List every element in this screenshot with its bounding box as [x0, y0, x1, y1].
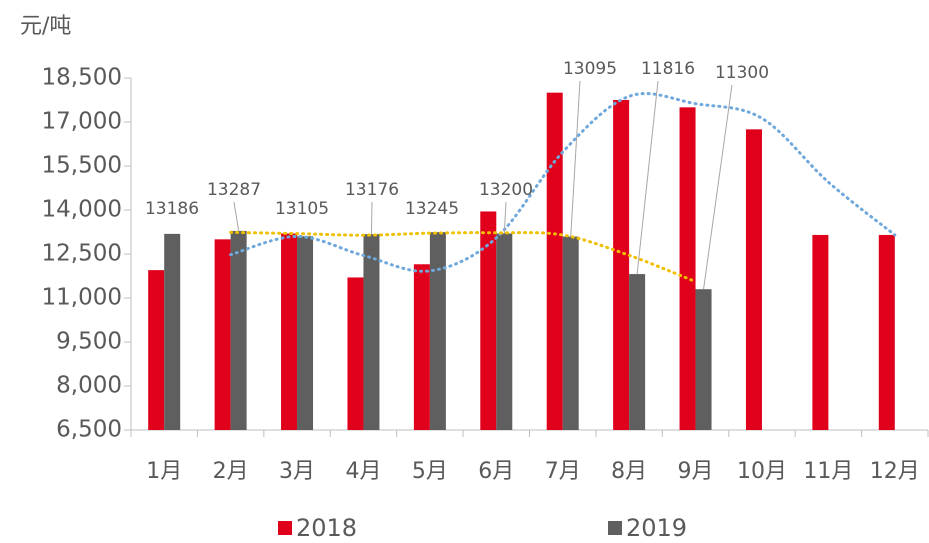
bar: [812, 234, 829, 430]
data-label: 13245: [405, 199, 459, 219]
data-label: 13200: [479, 180, 533, 200]
bar: [413, 264, 430, 430]
bar: [297, 236, 314, 430]
data-label: 13186: [145, 199, 199, 219]
x-tick-label: 6月: [478, 459, 514, 484]
y-tick-label: 15,500: [42, 153, 122, 179]
y-tick-label: 9,500: [56, 329, 122, 355]
y-tick-label: 8,000: [56, 373, 122, 399]
x-tick-label: 8月: [611, 459, 647, 484]
y-tick-label: 14,000: [42, 197, 122, 223]
leader-line: [570, 80, 581, 237]
x-tick-label: 1月: [146, 459, 182, 484]
y-tick-label: 18,500: [42, 65, 122, 91]
data-label: 11300: [715, 63, 769, 83]
x-tick-label: 9月: [678, 459, 714, 484]
bar: [745, 129, 762, 431]
data-label: 13095: [563, 59, 617, 79]
bar: [214, 239, 231, 430]
y-tick-label: 12,500: [42, 241, 122, 267]
x-tick-label: 2月: [213, 459, 249, 484]
legend-swatch: [608, 521, 622, 535]
y-tick-label: 6,500: [56, 417, 122, 443]
trendline: [229, 230, 698, 284]
trendline: [229, 92, 897, 273]
bar: [230, 230, 247, 430]
x-tick-label: 10月: [737, 459, 787, 484]
legend-label: 2019: [626, 514, 687, 542]
y-tick-label: 17,000: [42, 109, 122, 135]
bar: [679, 107, 696, 430]
y-axis-label: 元/吨: [20, 14, 71, 39]
bar: [878, 234, 895, 430]
data-label: 11816: [641, 59, 695, 79]
bar: [562, 236, 579, 430]
leader-line: [503, 201, 507, 234]
legend-swatch: [278, 521, 292, 535]
bar: [546, 92, 563, 431]
bar: [496, 233, 513, 430]
x-tick-label: 4月: [345, 459, 381, 484]
data-label: 13105: [275, 199, 329, 219]
leader-line: [703, 84, 733, 290]
bar: [347, 277, 364, 430]
bar: [613, 100, 630, 430]
x-tick-label: 12月: [870, 459, 920, 484]
x-tick-label: 11月: [803, 459, 853, 484]
bar: [629, 274, 646, 430]
x-tick-label: 7月: [545, 459, 581, 484]
bar: [281, 233, 298, 430]
legend-label: 2018: [296, 514, 357, 542]
x-tick-label: 3月: [279, 459, 315, 484]
bar: [429, 232, 446, 430]
bar: [164, 233, 181, 430]
data-label: 13176: [345, 180, 399, 200]
leader-line: [370, 201, 373, 235]
bar: [363, 234, 380, 430]
y-tick-label: 11,000: [42, 285, 122, 311]
data-label: 13287: [207, 180, 261, 200]
bar: [480, 211, 497, 430]
x-tick-label: 5月: [412, 459, 448, 484]
leader-line: [233, 201, 240, 231]
leader-line: [636, 80, 659, 275]
bar: [148, 270, 165, 430]
bar: [695, 289, 712, 430]
